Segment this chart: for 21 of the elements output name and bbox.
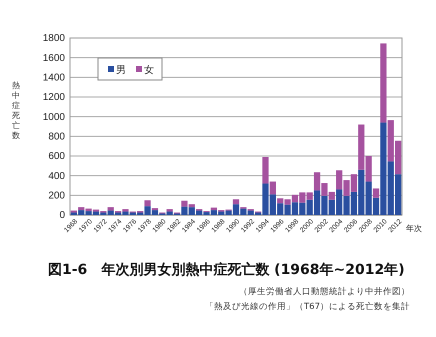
bar	[166, 209, 173, 212]
bar	[372, 188, 380, 198]
y-tick-label: 1400	[42, 72, 66, 84]
bar	[210, 208, 218, 210]
y-tick-label: 600	[48, 151, 66, 162]
y-tick-label: 1000	[42, 112, 66, 123]
y-axis-title: 熱中症死亡数	[12, 81, 20, 140]
text: 図1-6 年次別男女別熱中症死亡数 (1968年~2012年)	[48, 261, 405, 278]
y-tick-label: 800	[48, 132, 66, 143]
legend-label: 男	[116, 65, 126, 76]
y-tick-label: 400	[48, 170, 66, 182]
text: （厚生労働省人口動態統計より中井作図）	[239, 286, 410, 297]
y-tick-label: 0	[59, 210, 66, 222]
bar	[108, 207, 114, 211]
text: 「熱及び光線の作用」（T67）による死亡数を集計	[204, 301, 410, 312]
y-tick-label: 1200	[42, 92, 66, 104]
y-tick-label: 200	[48, 190, 66, 202]
x-axis-title: 年次	[406, 224, 422, 233]
y-tick-label: 1600	[42, 52, 66, 64]
legend-label: 女	[144, 64, 154, 76]
y-tick-label: 1800	[42, 33, 66, 44]
